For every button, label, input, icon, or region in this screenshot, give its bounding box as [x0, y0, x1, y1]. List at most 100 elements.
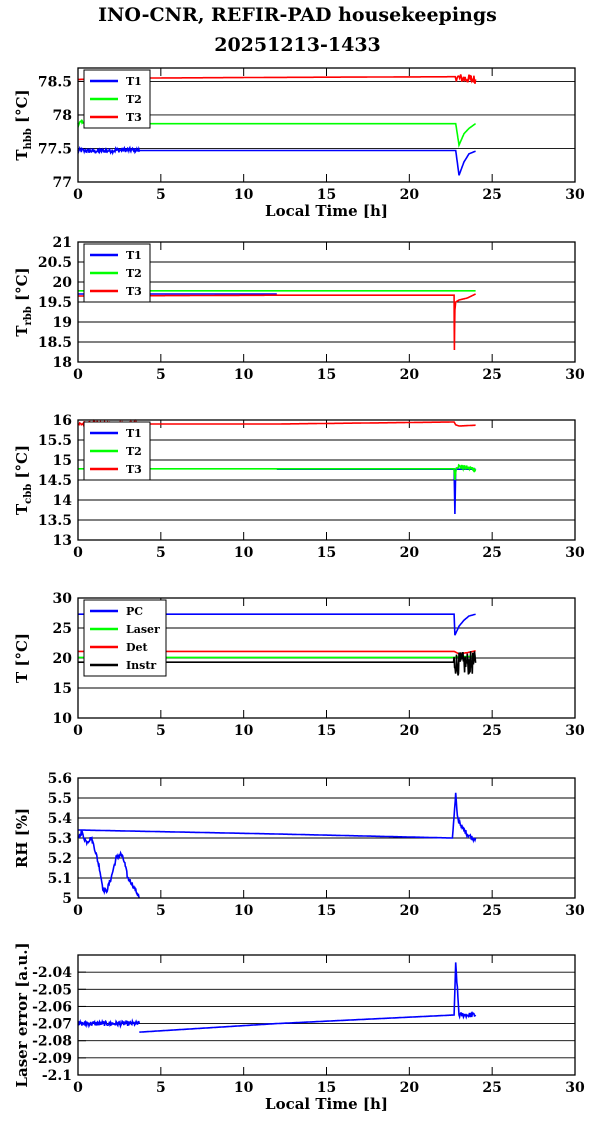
xtick-label: 20	[400, 1080, 420, 1096]
legend-label: T2	[126, 267, 142, 280]
xtick-label: 10	[234, 903, 254, 919]
xtick-label: 5	[156, 903, 166, 919]
y-axis-label: Thbb [°C]	[13, 89, 34, 160]
legend-label: T2	[126, 93, 142, 106]
ytick-label: 5.4	[48, 811, 73, 827]
x-axis-label: Local Time [h]	[265, 202, 388, 220]
xtick-label: 30	[565, 723, 585, 739]
ytick-label: 21	[53, 235, 72, 251]
legend-label: T3	[126, 463, 142, 476]
series-line-0	[77, 830, 141, 899]
ytick-label: -2.08	[32, 1034, 72, 1050]
xtick-label: 10	[234, 723, 254, 739]
xtick-label: 25	[482, 903, 501, 919]
ytick-label: 13	[53, 533, 72, 549]
panel-cbb: 13 13.5 14 14.5 15 15.5 16 0 5 10 15 20 25 30 T1 T2 T3 Tc…	[13, 413, 585, 561]
ytick-label: 78	[53, 108, 72, 124]
ytick-label: -2.07	[32, 1017, 72, 1033]
series-line-t1	[276, 468, 476, 515]
ytick-label: 15.5	[38, 433, 72, 449]
xtick-label: 20	[400, 545, 420, 561]
legend-box	[83, 599, 167, 677]
plot-frame	[77, 954, 576, 1076]
xtick-label: 0	[73, 367, 83, 383]
xtick-label: 15	[317, 903, 336, 919]
xtick-label: 0	[73, 545, 83, 561]
ytick-label: 19	[53, 315, 72, 331]
panel-laser: -2.1-2.09-2.08-2.07 -2.06-2.05-2.04 0 5 10 15…	[13, 942, 585, 1113]
plot-frame	[77, 777, 576, 899]
legend-label: Instr	[126, 659, 156, 672]
plot-frame	[77, 67, 576, 183]
ytick-label: 15	[53, 681, 72, 697]
xtick-label: 30	[565, 367, 585, 383]
ytick-label: -2.06	[32, 999, 72, 1015]
xtick-label: 5	[156, 367, 166, 383]
legend-label: T2	[126, 445, 142, 458]
ytick-label: 5.2	[48, 851, 72, 867]
ytick-label: 13.5	[38, 513, 72, 529]
legend-label: T1	[126, 75, 142, 88]
legend-label: T3	[126, 285, 142, 298]
ytick-label: 5.1	[48, 871, 72, 887]
xtick-label: 30	[565, 903, 585, 919]
xtick-label: 15	[317, 187, 336, 203]
x-axis-label: Local Time [h]	[265, 1095, 388, 1113]
legend-label: Det	[126, 641, 149, 654]
xtick-label: 25	[482, 723, 501, 739]
legend-label: Laser	[126, 623, 160, 636]
ytick-label: 20	[53, 275, 73, 291]
y-axis-label: Tcbb [°C]	[13, 445, 34, 515]
ytick-label: 77.5	[38, 141, 72, 157]
xtick-label: 15	[317, 1080, 336, 1096]
xtick-label: 0	[73, 1080, 83, 1096]
ytick-label: 18.5	[38, 335, 72, 351]
ytick-label: 14	[53, 493, 73, 509]
ytick-label: 5.6	[48, 771, 72, 787]
xtick-label: 5	[156, 187, 166, 203]
y-axis-label: Trbb [°C]	[13, 267, 34, 336]
plot-frame	[77, 597, 576, 719]
legend-label: T3	[126, 111, 142, 124]
y-axis-label: T [°C]	[13, 633, 31, 683]
xtick-label: 10	[234, 367, 254, 383]
xtick-label: 15	[317, 723, 336, 739]
xtick-label: 20	[400, 187, 420, 203]
ytick-label: 18	[53, 355, 72, 371]
ytick-label: 14.5	[38, 473, 72, 489]
series-line-1	[139, 962, 477, 1033]
xtick-label: 15	[317, 545, 336, 561]
plot-frame	[77, 241, 576, 363]
xtick-label: 10	[234, 545, 254, 561]
xtick-label: 20	[400, 723, 420, 739]
chart-title: INO-CNR, REFIR-PAD housekeepings	[98, 4, 497, 26]
xtick-label: 10	[234, 1080, 254, 1096]
ytick-label: 10	[53, 711, 73, 727]
xtick-label: 0	[73, 723, 83, 739]
xtick-label: 30	[565, 545, 585, 561]
ytick-label: 15	[53, 453, 72, 469]
xtick-label: 0	[73, 903, 83, 919]
ytick-label: 20	[53, 651, 73, 667]
ytick-label: 19.5	[38, 295, 72, 311]
xtick-label: 5	[156, 1080, 166, 1096]
series-line-0	[77, 1018, 141, 1029]
xtick-label: 15	[317, 367, 336, 383]
panel-rbb: 18 18.5 19 19.5 20 20.5 21 0 5 10 15 20 25 30 T1 T2 T3 Tr…	[13, 235, 585, 383]
ytick-label: 16	[53, 413, 72, 429]
ytick-label: -2.09	[32, 1051, 72, 1067]
series-line-t1	[77, 145, 476, 176]
xtick-label: 30	[565, 1080, 585, 1096]
series-line-1	[78, 792, 477, 844]
xtick-label: 25	[482, 1080, 501, 1096]
panel-temps: 10 15 20 25 30 0 5 10 15 20 25 30 PC Laser Det Instr T […	[13, 591, 585, 739]
xtick-label: 30	[565, 187, 585, 203]
chart-subtitle: 20251213-1433	[214, 34, 381, 56]
xtick-label: 5	[156, 723, 166, 739]
ytick-label: 5	[62, 891, 72, 907]
y-axis-label: RH [%]	[13, 808, 31, 868]
xtick-label: 20	[400, 367, 420, 383]
ytick-label: -2.05	[32, 982, 72, 998]
ytick-label: 5.3	[48, 831, 72, 847]
